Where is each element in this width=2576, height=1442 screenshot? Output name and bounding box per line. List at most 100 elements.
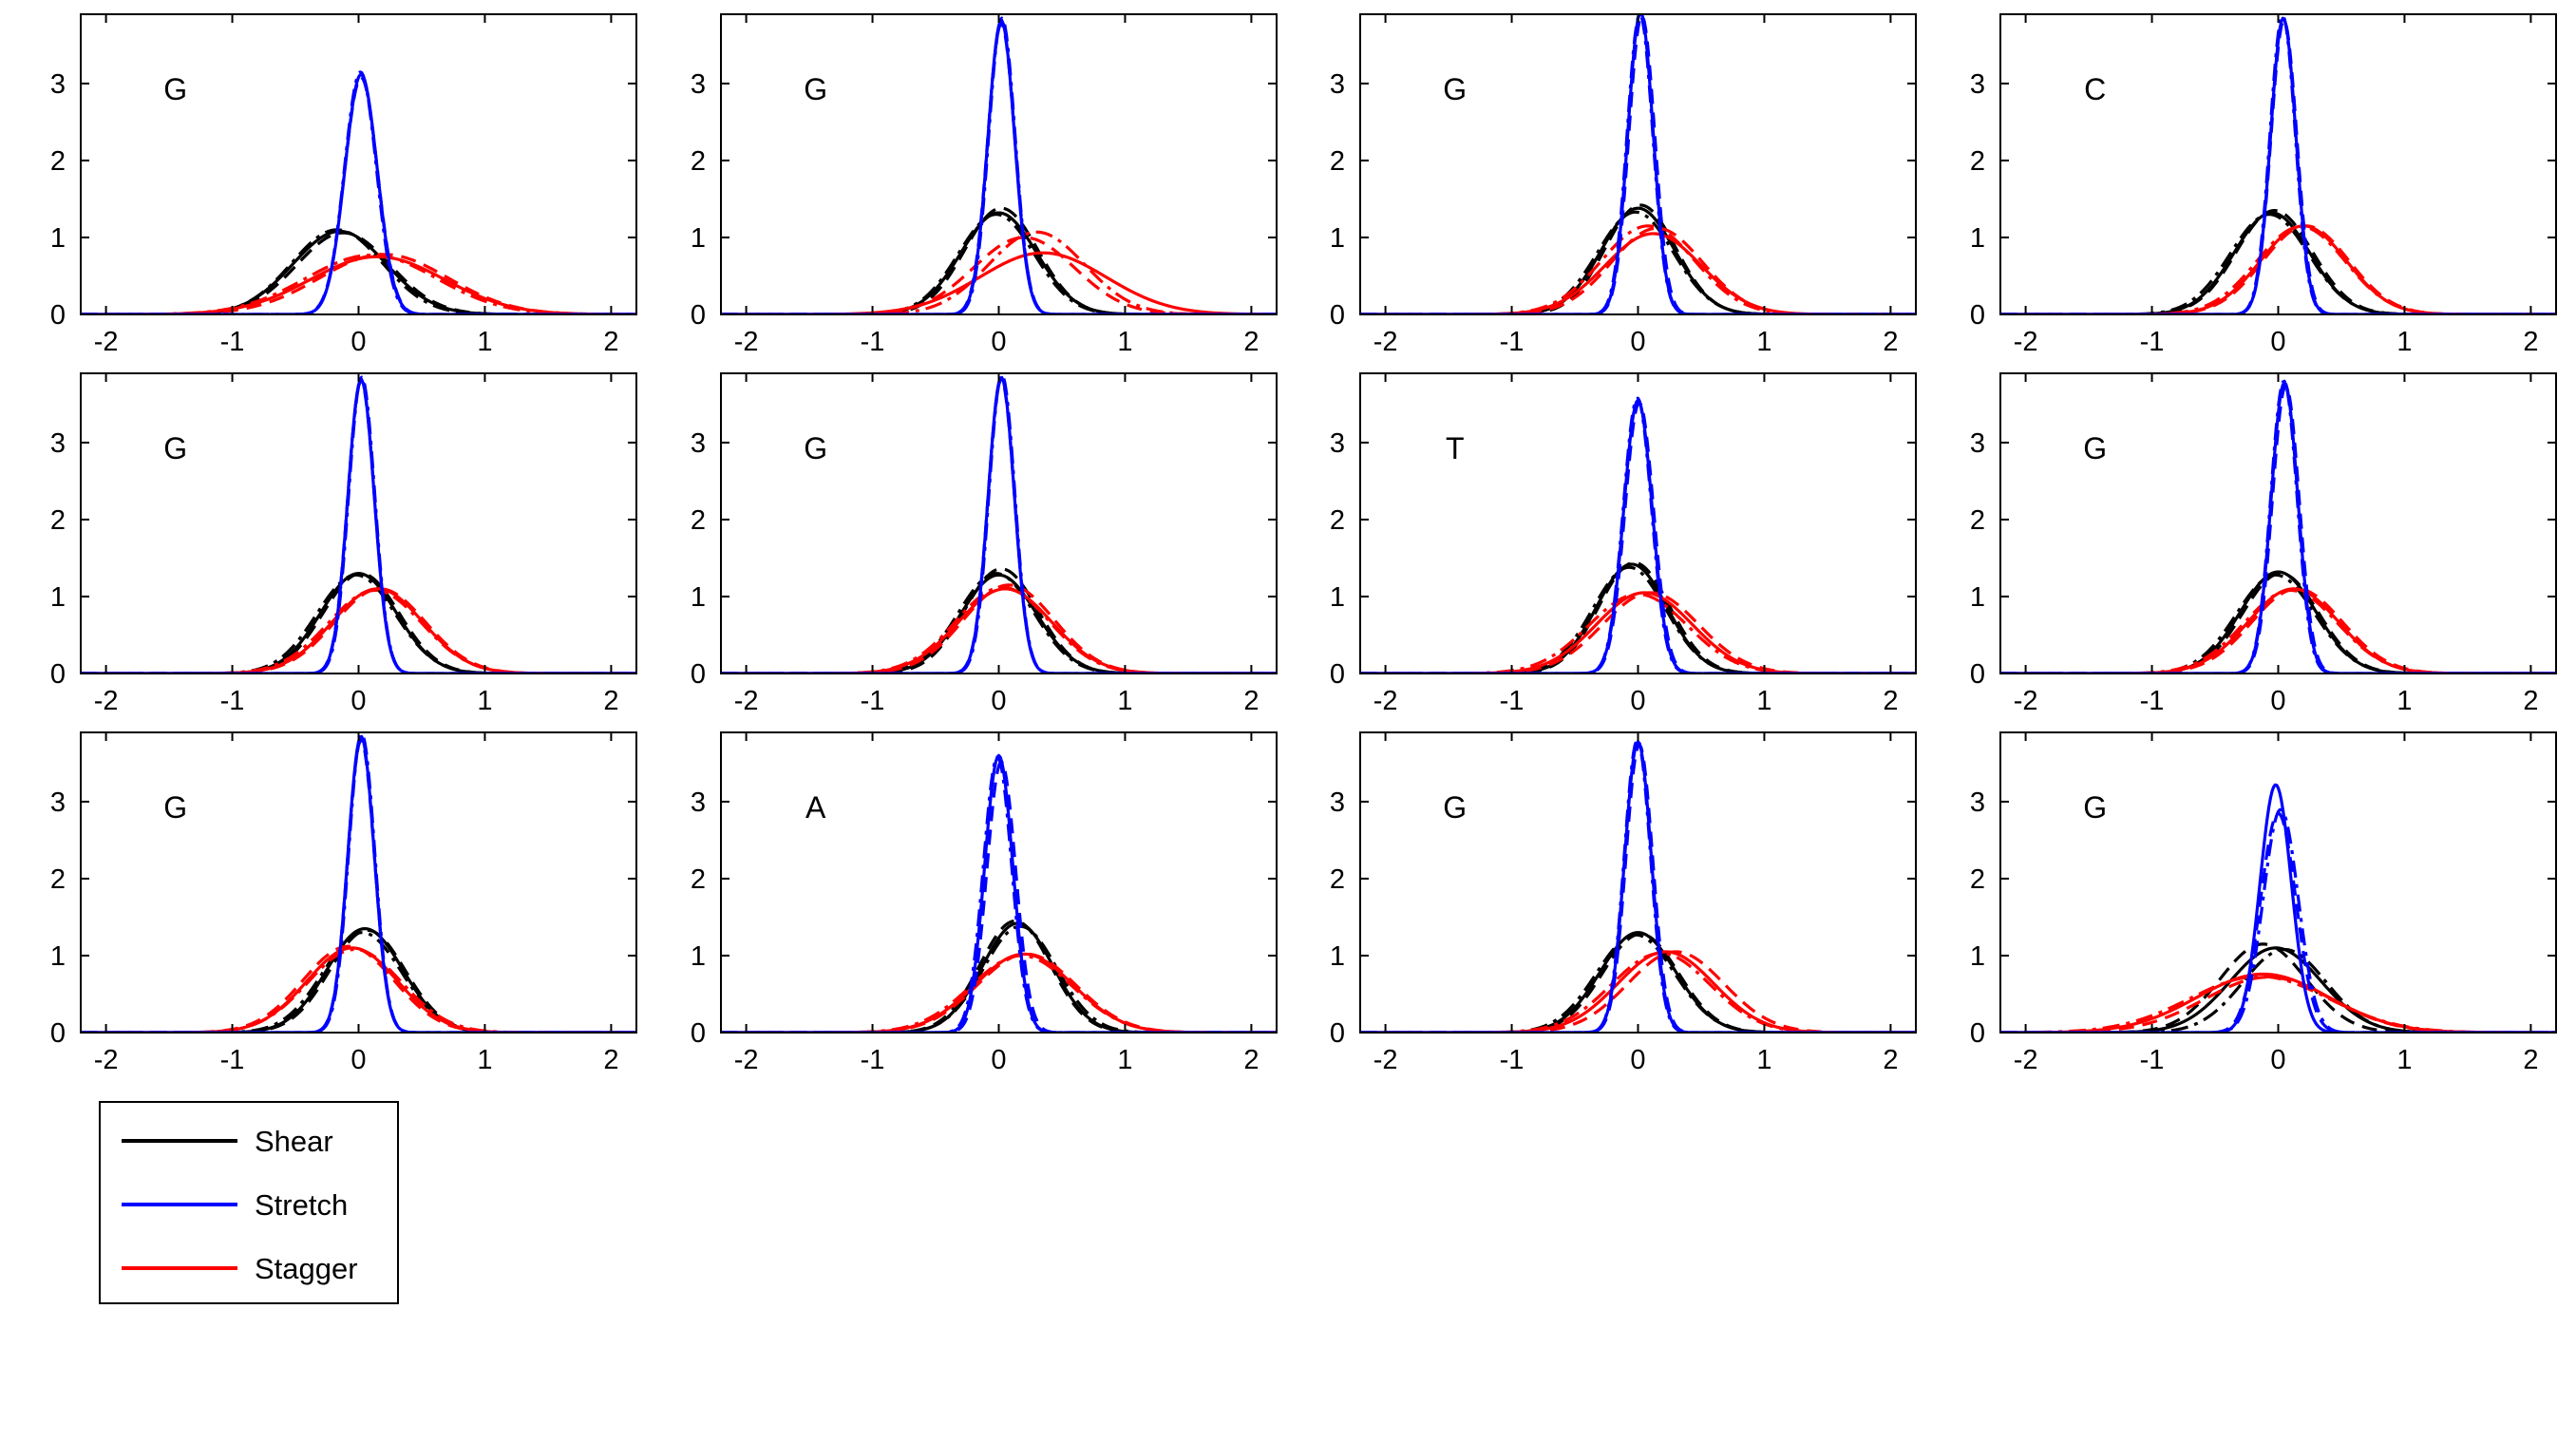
x-tick-label: -2 (734, 686, 759, 716)
subplot-grid: -2 -1 0 1 2 0 1 2 3 G -2 -1 0 1 2 0 1 2 3 G -2 -1 0 1 2 0 1 2 3 G -2 -1… (50, 13, 2557, 1075)
x-tick-label: 1 (1117, 686, 1132, 716)
y-tick-label: 2 (1970, 505, 1985, 536)
y-tick-label: 3 (691, 787, 706, 818)
y-tick-label: 0 (50, 659, 66, 690)
curve-stagger-dashed (1360, 950, 1916, 1033)
x-tick-label: 1 (2396, 327, 2412, 357)
curve-stretch-solid (1360, 740, 1916, 1033)
curve-stretch-dashdot (1360, 396, 1916, 674)
subplot-label: C (2084, 72, 2106, 106)
x-tick-label: -2 (2014, 686, 2038, 716)
y-tick-label: 0 (691, 300, 706, 331)
x-tick-label: -1 (2140, 1045, 2165, 1075)
curve-shear-dashdot (81, 931, 636, 1033)
x-tick-label: 2 (1883, 1045, 1898, 1075)
curve-shear-dashdot (721, 572, 1277, 674)
subplot-12: -2 -1 0 1 2 0 1 2 3 G (1970, 731, 2557, 1075)
x-tick-label: -1 (2140, 327, 2165, 357)
x-tick-label: 1 (2396, 686, 2412, 716)
x-tick-label: 1 (477, 1045, 492, 1075)
subplot-label: G (1443, 72, 1467, 106)
subplot-label: G (2083, 790, 2107, 825)
curve-shear-dashdot (81, 573, 636, 674)
x-tick-label: 0 (1630, 686, 1645, 716)
curve-stretch-dashdot (2000, 14, 2556, 314)
x-tick-label: 2 (2523, 686, 2538, 716)
x-tick-label: 0 (1630, 327, 1645, 357)
x-tick-label: 0 (991, 686, 1006, 716)
subplot-9: -2 -1 0 1 2 0 1 2 3 G (50, 731, 637, 1075)
y-tick-label: 3 (1970, 69, 1985, 100)
subplot-1: -2 -1 0 1 2 0 1 2 3 G (50, 13, 637, 357)
y-tick-label: 3 (50, 69, 66, 100)
x-tick-label: 1 (477, 686, 492, 716)
y-tick-label: 2 (1330, 505, 1345, 536)
y-tick-label: 1 (50, 582, 66, 613)
curve-stretch-dashed (81, 738, 636, 1033)
y-tick-label: 2 (1330, 864, 1345, 895)
curve-shear-solid (81, 927, 636, 1033)
x-tick-label: 0 (2270, 1045, 2285, 1075)
legend-label-shear: Shear (255, 1125, 333, 1158)
x-tick-label: 0 (350, 1045, 366, 1075)
x-tick-label: -2 (734, 1045, 759, 1075)
subplot-2: -2 -1 0 1 2 0 1 2 3 G (691, 13, 1278, 357)
subplot-label: A (805, 790, 826, 825)
y-tick-label: 2 (691, 505, 706, 536)
subplot-6: -2 -1 0 1 2 0 1 2 3 G (691, 372, 1278, 716)
curve-stretch-dashed (721, 378, 1277, 674)
y-tick-label: 0 (50, 1018, 66, 1049)
x-tick-label: -1 (1500, 686, 1525, 716)
subplot-5: -2 -1 0 1 2 0 1 2 3 G (50, 372, 637, 716)
subplot-11: -2 -1 0 1 2 0 1 2 3 G (1330, 731, 1917, 1075)
legend: Shear Stretch Stagger (99, 1101, 399, 1304)
curve-stretch-dashdot (2000, 807, 2556, 1033)
curve-shear-dashdot (721, 213, 1277, 314)
y-tick-label: 3 (1330, 787, 1345, 818)
y-tick-label: 0 (1970, 659, 1985, 690)
curve-stretch-dashed (81, 379, 636, 674)
subplot-8: -2 -1 0 1 2 0 1 2 3 G (1970, 372, 2557, 716)
x-tick-label: 2 (603, 686, 618, 716)
y-tick-label: 2 (691, 146, 706, 177)
x-tick-label: 1 (2396, 1045, 2412, 1075)
subplot-label: G (2083, 431, 2107, 465)
x-tick-label: 2 (603, 327, 618, 357)
y-tick-label: 1 (1970, 582, 1985, 613)
curve-shear-solid (721, 211, 1277, 314)
x-tick-label: -2 (2014, 1045, 2038, 1075)
x-tick-label: -2 (94, 1045, 119, 1075)
curve-shear-solid (1360, 206, 1916, 314)
curve-shear-solid (2000, 211, 2556, 314)
x-tick-label: 2 (1883, 327, 1898, 357)
y-tick-label: 0 (1330, 300, 1345, 331)
y-tick-label: 1 (691, 582, 706, 613)
subplot-label: T (1446, 431, 1465, 465)
y-tick-label: 2 (50, 505, 66, 536)
x-tick-label: 1 (1117, 327, 1132, 357)
x-tick-label: 1 (1756, 686, 1771, 716)
x-tick-label: -1 (2140, 686, 2165, 716)
y-tick-label: 1 (691, 941, 706, 972)
y-tick-label: 0 (1330, 659, 1345, 690)
y-tick-label: 2 (50, 146, 66, 177)
curve-stretch-solid (81, 72, 636, 314)
x-tick-label: 2 (2523, 1045, 2538, 1075)
x-tick-label: 2 (1243, 686, 1259, 716)
subplot-4: -2 -1 0 1 2 0 1 2 3 C (1970, 13, 2557, 357)
y-tick-label: 3 (1330, 69, 1345, 100)
curve-shear-dashdot (2000, 573, 2556, 674)
y-tick-label: 0 (1970, 1018, 1985, 1049)
y-tick-label: 3 (1330, 428, 1345, 459)
curve-stretch-dashed (1360, 743, 1916, 1033)
subplot-label: G (163, 790, 187, 825)
x-tick-label: 1 (1117, 1045, 1132, 1075)
x-tick-label: 0 (991, 1045, 1006, 1075)
y-tick-label: 1 (1970, 941, 1985, 972)
x-tick-label: -2 (2014, 327, 2038, 357)
y-tick-label: 3 (50, 787, 66, 818)
x-tick-label: -1 (861, 686, 885, 716)
y-tick-label: 3 (691, 69, 706, 100)
